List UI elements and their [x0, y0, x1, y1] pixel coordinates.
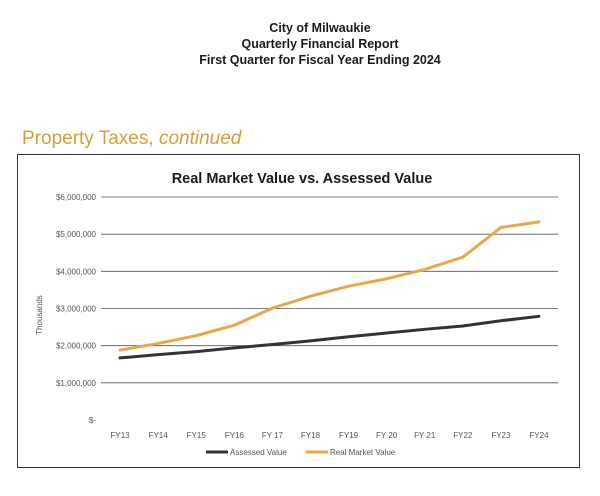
x-tick-labels: FY13 FY14 FY15 FY16 FY 17 FY18 FY19 FY 20 FY 21 F…	[110, 431, 549, 440]
report-title-city: City of Milwaukie	[269, 21, 371, 35]
series-line-assessed-value	[118, 314, 541, 360]
x-tick-label: FY16	[225, 431, 245, 440]
legend-label-market: Real Market Value	[330, 448, 396, 457]
y-tick-label: $3,000,000	[56, 305, 97, 314]
report-title: City of Milwaukie Quarterly Financial Re…	[190, 20, 450, 68]
x-tick-label: FY 21	[414, 431, 436, 440]
x-tick-label: FY18	[301, 431, 321, 440]
chart-title: Real Market Value vs. Assessed Value	[172, 171, 433, 187]
y-tick-label: $6,000,000	[56, 193, 97, 202]
y-tick-label: $5,000,000	[56, 230, 97, 239]
legend-label-assessed: Assessed Value	[230, 448, 287, 457]
x-tick-label: FY22	[453, 431, 473, 440]
x-tick-label: FY13	[110, 431, 130, 440]
x-tick-label: FY19	[339, 431, 359, 440]
report-title-report: Quarterly Financial Report	[241, 37, 399, 51]
section-heading-text: Property Taxes,	[22, 128, 159, 149]
x-tick-label: FY 20	[376, 431, 398, 440]
grid	[101, 196, 558, 384]
x-tick-label: FY14	[149, 431, 169, 440]
y-tick-label: $-	[89, 416, 96, 425]
section-heading: Property Taxes, continued	[22, 128, 241, 150]
x-tick-label: FY 17	[262, 431, 284, 440]
x-tick-label: FY23	[491, 431, 511, 440]
legend: Assessed Value Real Market Value	[206, 448, 396, 457]
y-axis-label: Thousands	[35, 295, 44, 335]
y-tick-label: $2,000,000	[56, 342, 97, 351]
series-line-real-market-value	[118, 220, 541, 352]
line-chart: Real Market Value vs. Assessed Value Tho…	[35, 171, 558, 457]
y-tick-label: $1,000,000	[56, 379, 97, 388]
chart-frame: Real Market Value vs. Assessed Value Tho…	[17, 154, 580, 468]
x-tick-label: FY15	[187, 431, 207, 440]
report-title-period: First Quarter for Fiscal Year Ending 202…	[199, 53, 441, 67]
y-tick-labels: $- $1,000,000 $2,000,000 $3,000,000 $4,000,0…	[56, 193, 97, 425]
x-tick-label: FY24	[529, 431, 549, 440]
y-tick-label: $4,000,000	[56, 267, 97, 276]
section-heading-continued: continued	[158, 128, 242, 149]
series-lines	[118, 220, 541, 360]
